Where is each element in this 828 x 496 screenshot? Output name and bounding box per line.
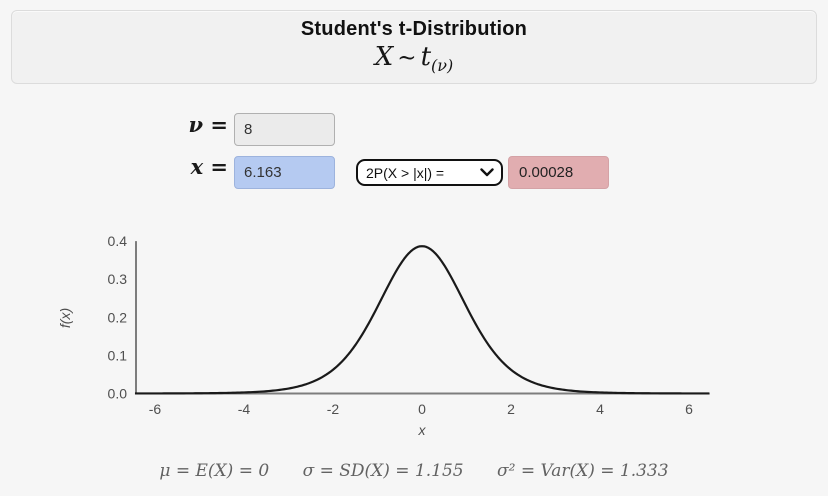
page-title: Student's t-Distribution — [300, 18, 528, 40]
x-tick-label: -6 — [149, 401, 162, 417]
y-axis-title: f(x) — [57, 308, 73, 328]
mean-text: μ = E(X) = 0 — [159, 461, 270, 481]
probability-select[interactable]: 2P(X > |x|) = — [356, 159, 503, 186]
sd-text: σ = SD(X) = 1.155 — [302, 461, 464, 481]
y-tick-label: 0.4 — [108, 233, 128, 249]
y-tick-label: 0.0 — [108, 386, 128, 402]
probability-select-wrap: 2P(X > |x|) = — [356, 159, 503, 186]
formula-tilde: ∼ — [397, 45, 417, 71]
x-input[interactable] — [234, 156, 335, 189]
x-tick-label: -2 — [327, 401, 340, 417]
x-tick-label: 2 — [507, 401, 515, 417]
probability-result: 0.00028 — [508, 156, 609, 189]
formula-subscript: (ν) — [431, 56, 454, 76]
nu-input[interactable] — [234, 113, 335, 146]
x-tick-label: 6 — [685, 401, 693, 417]
nu-label: ν = — [188, 112, 228, 137]
t-distribution-plot: 0.0 0.1 0.2 0.3 0.4 -6 -4 -2 0 2 4 6 x f(x) — [57, 233, 710, 438]
y-tick-label: 0.3 — [108, 271, 128, 287]
moment-summary: μ = E(X) = 0 σ = SD(X) = 1.155 σ² = Var(… — [0, 461, 828, 481]
pdf-curve — [134, 245, 710, 395]
x-tick-label: 0 — [418, 401, 426, 417]
x-axis-title: x — [418, 422, 427, 438]
y-tick-label: 0.2 — [108, 309, 128, 325]
header-panel: Student's t-Distribution X ∼ t(ν) — [11, 10, 817, 84]
distribution-formula: X ∼ t(ν) — [12, 42, 816, 75]
x-label: x = — [190, 154, 228, 179]
variance-text: σ² = Var(X) = 1.333 — [497, 461, 669, 481]
x-tick-label: -4 — [238, 401, 251, 417]
y-tick-label: 0.1 — [108, 347, 128, 363]
formula-dist: t — [420, 42, 432, 72]
formula-lhs: X — [374, 42, 394, 72]
x-tick-label: 4 — [596, 401, 604, 417]
